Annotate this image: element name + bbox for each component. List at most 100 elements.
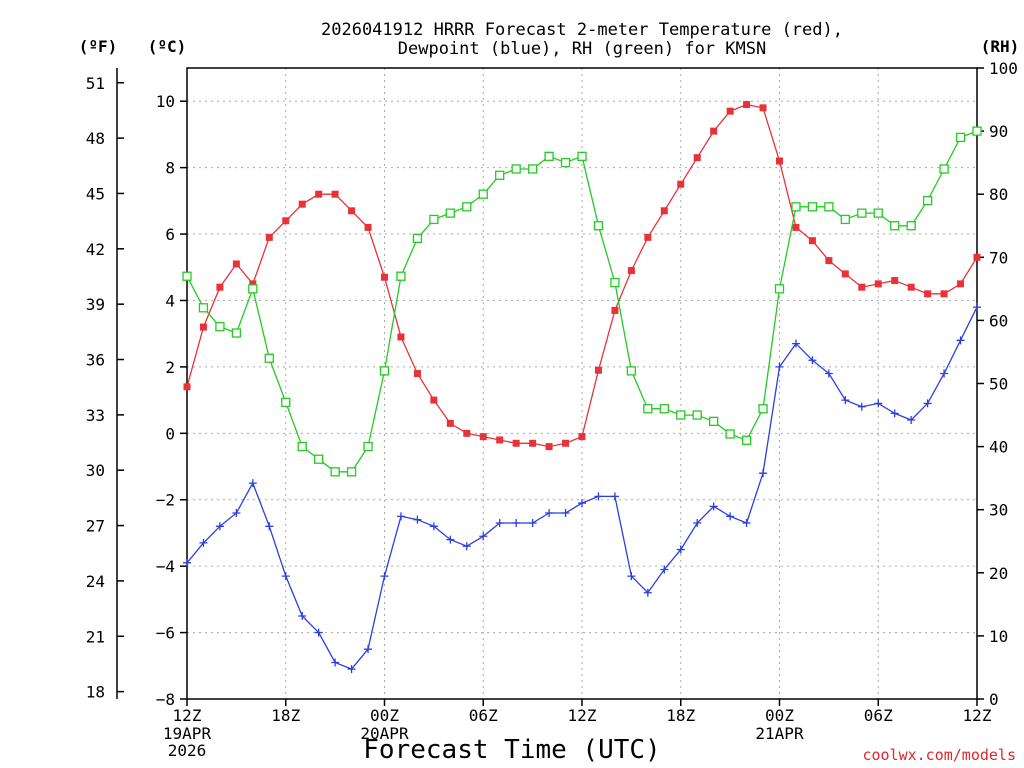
fahrenheit-unit-label: (ºF): [79, 37, 118, 56]
celsius-tick-label: −6: [156, 624, 175, 643]
dewpoint-point: [923, 399, 932, 408]
dewpoint-point: [808, 356, 817, 365]
rh-point: [741, 435, 752, 445]
celsius-tick-label: 8: [165, 159, 175, 178]
x-date-label: 20APR: [360, 724, 409, 743]
dewpoint-point: [726, 512, 735, 521]
gridlines: [186, 68, 978, 700]
x-tick-label: 00Z: [765, 706, 794, 725]
celsius-tick-label: 6: [165, 225, 175, 244]
rh-tick-label: 20: [989, 564, 1008, 583]
rh-point: [346, 467, 357, 477]
temperature-point: [512, 439, 520, 447]
rh-tick-label: 90: [989, 122, 1008, 141]
dewpoint-point: [199, 538, 208, 547]
temperature-point: [545, 443, 553, 451]
rh-point: [478, 189, 488, 199]
dewpoint-point: [561, 509, 570, 518]
dewpoint-point: [824, 369, 833, 378]
rh-point: [676, 410, 686, 420]
x-tick-label: 06Z: [864, 706, 893, 725]
temperature-point: [973, 253, 981, 261]
series-temperature: [183, 101, 981, 451]
rh-point: [939, 164, 949, 174]
dewpoint-point: [215, 522, 224, 531]
temperature-point: [265, 233, 273, 241]
rh-point: [610, 277, 620, 288]
temperature-point: [430, 396, 438, 404]
dewpoint-point: [578, 499, 586, 508]
temperature-point: [644, 233, 652, 241]
rh-tick-label: 0: [989, 690, 999, 709]
rh-point: [544, 151, 554, 161]
dewpoint-point: [183, 558, 191, 567]
temperature-point: [463, 429, 471, 437]
rh-point: [659, 404, 669, 414]
rh-point: [511, 164, 521, 174]
temperature-point: [611, 306, 619, 314]
dewpoint-point: [973, 303, 981, 312]
rh-tick-label: 50: [989, 375, 1008, 394]
temperature-point: [957, 280, 965, 288]
rh-point: [709, 416, 719, 427]
fahrenheit-tick-label: 24: [86, 572, 105, 591]
rh-point: [396, 271, 406, 281]
rh-point: [231, 328, 242, 338]
dewpoint-point: [429, 522, 438, 531]
rh-point: [626, 366, 637, 376]
rh-point: [791, 202, 801, 212]
dewpoint-point: [462, 542, 471, 551]
celsius-tick-label: −8: [156, 690, 175, 709]
dewpoint-point: [791, 339, 800, 348]
fahrenheit-tick-label: 42: [86, 240, 105, 259]
temperature-point: [578, 433, 586, 441]
temperature-point: [693, 154, 701, 162]
dewpoint-point: [676, 545, 685, 554]
temperature-point: [594, 366, 602, 374]
temperature-point: [199, 323, 207, 331]
dewpoint-point: [693, 518, 702, 527]
plot-frame: [186, 67, 978, 700]
rh-tick-label: 100: [989, 59, 1018, 78]
credit-label: coolwx.com/models: [862, 746, 1016, 764]
rh-point: [577, 151, 587, 161]
temperature-point: [874, 280, 882, 288]
rh-point: [873, 208, 883, 218]
dewpoint-point: [396, 512, 405, 521]
temperature-point: [627, 267, 635, 275]
rh-point: [215, 322, 225, 332]
temperature-point: [743, 101, 751, 109]
dewpoint-point: [479, 532, 488, 541]
temperature-point: [759, 104, 767, 112]
rh-point: [922, 195, 933, 206]
celsius-tick-label: 0: [165, 424, 175, 443]
rh-point: [906, 221, 916, 231]
series-layer: [182, 101, 982, 674]
dewpoint-point: [281, 572, 290, 581]
fahrenheit-tick-label: 51: [86, 74, 105, 93]
rh-tick-label: 60: [989, 311, 1008, 330]
fahrenheit-tick-label: 45: [86, 184, 105, 203]
dewpoint-point: [446, 535, 455, 544]
fahrenheit-tick-label: 21: [86, 627, 105, 646]
temperature-point: [413, 370, 421, 378]
series-rh: [182, 126, 982, 477]
dewpoint-point: [364, 645, 373, 654]
dewpoint-point: [759, 469, 768, 478]
dewpoint-point: [709, 502, 718, 511]
rh-point: [857, 208, 867, 218]
dewpoint-point: [314, 628, 323, 637]
dewpoint-point: [594, 492, 603, 501]
temperature-point: [183, 383, 191, 391]
rh-point: [807, 202, 818, 212]
rh-point: [363, 441, 373, 452]
dewpoint-point: [298, 611, 307, 620]
fahrenheit-tick-label: 30: [86, 461, 105, 480]
temperature-point: [348, 207, 356, 215]
dewpoint-point: [232, 509, 241, 518]
rh-point: [692, 410, 702, 420]
chart-title-line2: Dewpoint (blue), RH (green) for KMSN: [398, 39, 766, 59]
temperature-point: [726, 107, 734, 115]
temperature-point: [529, 439, 537, 447]
